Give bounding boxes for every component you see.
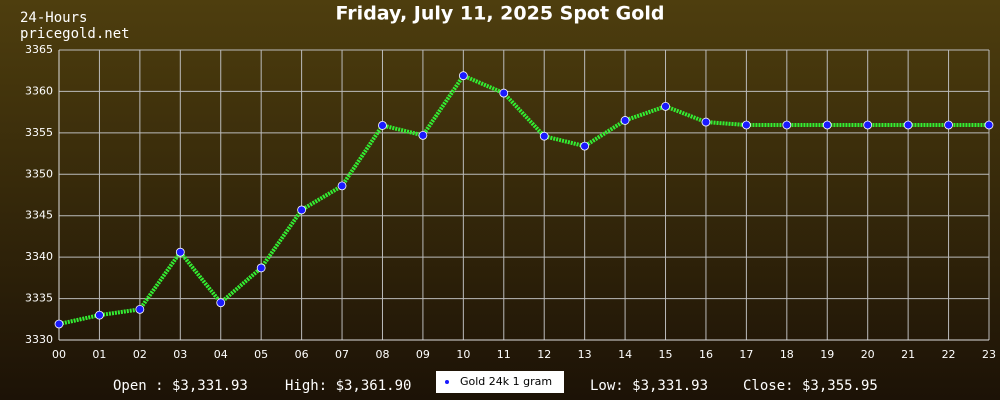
marker	[54, 319, 64, 329]
x-tick-label: 01	[92, 348, 106, 361]
marker	[499, 88, 509, 98]
x-tick-label: 18	[780, 348, 794, 361]
legend-marker	[445, 380, 449, 384]
y-tick-label: 3335	[25, 292, 53, 305]
stat: High: $3,361.90	[285, 378, 411, 394]
marker	[863, 120, 873, 130]
marker	[539, 131, 549, 141]
x-tick-label: 15	[659, 348, 673, 361]
marker	[337, 181, 347, 191]
marker	[782, 120, 792, 130]
x-tick-label: 02	[133, 348, 147, 361]
marker	[458, 71, 468, 81]
x-tick-label: 11	[497, 348, 511, 361]
x-tick-label: 23	[982, 348, 996, 361]
stat: Close: $3,355.95	[743, 378, 878, 394]
y-tick-label: 3340	[25, 250, 53, 263]
x-tick-label: 08	[375, 348, 389, 361]
legend	[436, 371, 564, 393]
x-tick-label: 09	[416, 348, 430, 361]
marker	[216, 298, 226, 308]
x-tick-label: 16	[699, 348, 713, 361]
stat: Low: $3,331.93	[590, 378, 708, 394]
marker	[580, 141, 590, 151]
x-tick-label: 00	[52, 348, 66, 361]
marker	[944, 120, 953, 130]
x-tick-label: 22	[942, 348, 956, 361]
marker	[620, 116, 630, 125]
y-tick-label: 3355	[25, 126, 53, 139]
x-tick-label: 17	[739, 348, 753, 361]
stat: Open : $3,331.93	[113, 378, 248, 394]
x-tick-label: 19	[820, 348, 834, 361]
x-tick-label: 06	[295, 348, 309, 361]
marker	[701, 117, 711, 127]
marker	[984, 120, 994, 130]
x-tick-label: 10	[456, 348, 470, 361]
x-tick-label: 12	[537, 348, 551, 361]
x-tick-label: 14	[618, 348, 632, 361]
marker	[95, 310, 104, 320]
x-tick-label: 04	[214, 348, 228, 361]
marker	[135, 304, 145, 314]
x-tick-label: 13	[578, 348, 592, 361]
annotation: 24-Hours	[20, 10, 87, 26]
x-tick-label: 07	[335, 348, 349, 361]
chart-title: Friday, July 11, 2025 Spot Gold	[336, 3, 665, 25]
y-tick-label: 3360	[25, 84, 53, 97]
annotation: pricegold.net	[20, 26, 130, 42]
marker	[256, 263, 266, 273]
x-tick-label: 05	[254, 348, 268, 361]
marker	[661, 101, 670, 111]
marker	[418, 130, 428, 140]
y-tick-label: 3330	[25, 333, 53, 346]
marker	[822, 120, 832, 130]
x-tick-label: 03	[173, 348, 187, 361]
x-tick-label: 20	[861, 348, 875, 361]
marker	[903, 120, 913, 130]
x-tick-label: 21	[901, 348, 915, 361]
y-tick-label: 3365	[25, 43, 53, 56]
legend-label: Gold 24k 1 gram	[460, 375, 552, 388]
marker	[378, 121, 387, 130]
marker	[741, 120, 751, 130]
marker	[297, 205, 307, 215]
y-tick-label: 3350	[25, 167, 53, 180]
line	[58, 73, 989, 326]
marker	[175, 247, 185, 257]
y-tick-label: 3345	[25, 209, 53, 222]
